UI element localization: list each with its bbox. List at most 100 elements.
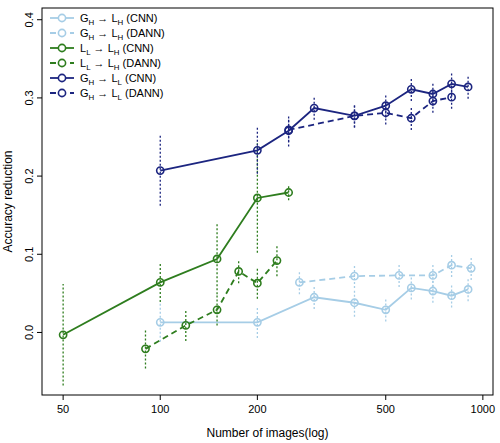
data-point (254, 280, 261, 287)
label-part: → L (91, 57, 114, 69)
chart: 5010020050010000.00.10.20.30.4Number of … (0, 0, 500, 443)
legend-label: GH → LL (DANN) (80, 87, 163, 102)
legend-label: LL → LH (CNN) (80, 42, 154, 57)
legend-label: GH → LH (DANN) (80, 27, 165, 42)
data-point (465, 83, 472, 90)
y-tick (37, 176, 42, 177)
data-point (351, 112, 358, 119)
series-line (63, 193, 289, 335)
data-point (235, 268, 242, 275)
label-part: (DANN) (123, 27, 165, 39)
label-part: (CNN) (119, 42, 153, 54)
series-line (299, 265, 471, 282)
plot-frame (42, 8, 493, 395)
data-point (157, 167, 164, 174)
data-point (448, 292, 455, 299)
legend-marker (58, 89, 65, 96)
label-part: G (80, 12, 89, 24)
x-tick (160, 395, 161, 400)
data-point (468, 265, 475, 272)
data-point (396, 272, 403, 279)
legend-marker (58, 44, 65, 51)
data-point (465, 286, 472, 293)
data-point (408, 86, 415, 93)
data-point (157, 319, 164, 326)
legend-label: GH → LH (CNN) (80, 12, 157, 27)
label-part: G (80, 27, 89, 39)
y-tick (37, 254, 42, 255)
data-point (429, 287, 436, 294)
data-point (429, 97, 436, 104)
x-tick-label: 100 (151, 403, 169, 415)
error-bar (257, 268, 258, 299)
data-point (448, 80, 455, 87)
data-point (296, 279, 303, 286)
series-line (160, 288, 468, 322)
error-bar (185, 310, 186, 341)
label-part: → L (91, 42, 114, 54)
x-tick-label: 500 (377, 403, 395, 415)
legend: GH → LH (CNN)GH → LH (DANN)LL → LH (CNN)… (50, 12, 165, 102)
x-tick (385, 395, 386, 400)
x-tick (482, 395, 483, 400)
y-tick-label: 0.1 (23, 247, 35, 262)
label-part: (DANN) (119, 57, 161, 69)
data-point (408, 115, 415, 122)
y-tick (37, 97, 42, 98)
label-part: → L (94, 27, 117, 39)
x-tick-label: 50 (57, 403, 69, 415)
data-point (254, 147, 261, 154)
label-part: → L (94, 72, 117, 84)
data-point (182, 322, 189, 329)
data-group (60, 72, 475, 386)
x-tick-label: 200 (248, 403, 266, 415)
data-point (448, 94, 455, 101)
legend-marker (58, 29, 65, 36)
y-axis-title: Accuracy reduction (1, 150, 15, 252)
series-line (289, 97, 452, 130)
y-tick-label: 0.0 (23, 325, 35, 340)
label-part: G (80, 87, 89, 99)
data-point (285, 126, 292, 133)
y-tick (37, 332, 42, 333)
data-point (408, 284, 415, 291)
data-point (60, 331, 67, 338)
label-part: → L (94, 87, 117, 99)
data-point (254, 194, 261, 201)
data-point (213, 255, 220, 262)
data-point (382, 109, 389, 116)
x-tick-label: 1000 (471, 403, 495, 415)
series-line (145, 261, 276, 349)
label-part: (CNN) (123, 12, 157, 24)
label-part: → L (94, 12, 117, 24)
y-tick-label: 0.2 (23, 168, 35, 183)
label-part: (CNN) (122, 72, 156, 84)
data-point (157, 279, 164, 286)
data-point (448, 262, 455, 269)
data-point (285, 189, 292, 196)
error-bar (385, 101, 386, 124)
data-point (142, 345, 149, 352)
x-tick (63, 395, 64, 400)
legend-marker (58, 59, 65, 66)
x-axis-title: Number of images(log) (206, 426, 328, 440)
series-line (160, 84, 468, 171)
data-point (351, 273, 358, 280)
legend-marker (58, 14, 65, 21)
data-point (254, 319, 261, 326)
y-tick-label: 0.4 (23, 12, 35, 27)
x-tick (257, 395, 258, 400)
data-point (311, 294, 318, 301)
data-point (273, 257, 280, 264)
legend-label: LL → LH (DANN) (80, 57, 161, 72)
y-tick (37, 19, 42, 20)
legend-label: GH → LL (CNN) (80, 72, 156, 87)
label-part: G (80, 72, 89, 84)
data-point (351, 299, 358, 306)
error-bar (276, 245, 277, 276)
data-point (382, 306, 389, 313)
data-point (429, 272, 436, 279)
error-bar (354, 104, 355, 127)
legend-marker (58, 74, 65, 81)
data-point (311, 104, 318, 111)
